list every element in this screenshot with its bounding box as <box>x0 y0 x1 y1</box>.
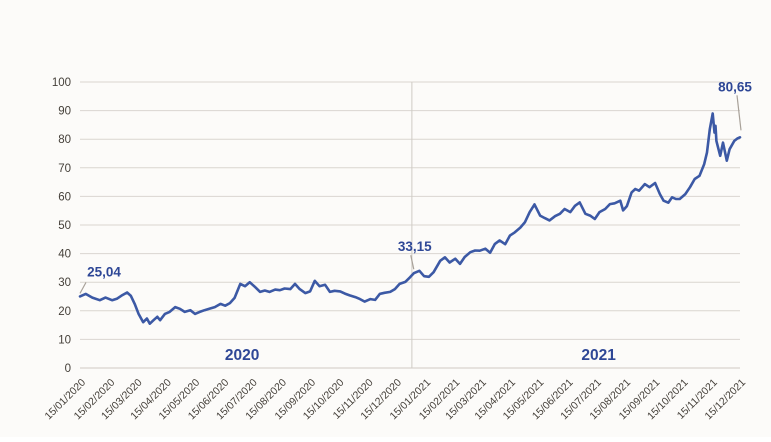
y-axis-tick-label: 50 <box>58 220 71 232</box>
data-point-label: 80,65 <box>718 79 752 94</box>
y-axis-tick-label: 40 <box>58 249 71 261</box>
y-axis-tick-label: 80 <box>58 134 71 146</box>
y-axis-tick-label: 30 <box>58 277 71 289</box>
y-axis-tick-label: 100 <box>52 77 71 89</box>
year-label: 2021 <box>581 347 616 364</box>
y-axis-tick-label: 20 <box>58 306 71 318</box>
y-axis-tick-label: 90 <box>58 106 71 118</box>
year-label: 2020 <box>225 347 259 364</box>
annotation-leader-line <box>736 95 742 131</box>
series-line <box>78 112 742 325</box>
annotation-leader-line <box>410 255 415 270</box>
data-point-label: 33,15 <box>398 239 432 254</box>
annotation-leader-line <box>79 282 87 294</box>
y-axis-tick-label: 60 <box>58 191 71 203</box>
data-point-label: 25,04 <box>87 264 121 279</box>
y-axis-tick-label: 10 <box>58 334 71 346</box>
y-axis-tick-label: 70 <box>58 163 71 175</box>
y-axis-tick-label: 0 <box>65 363 71 375</box>
